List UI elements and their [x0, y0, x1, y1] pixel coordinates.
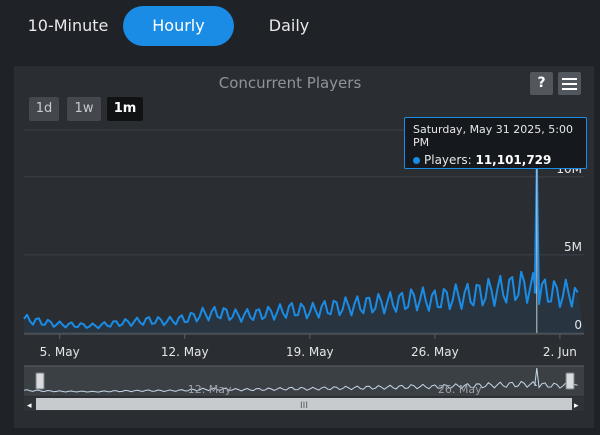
navigator: 12. May 26. May ◂ ▸ III: [23, 365, 584, 411]
tooltip-series-label: Players:: [424, 153, 472, 167]
scroll-right-arrow-icon[interactable]: ▸: [574, 401, 579, 411]
range-button-1w[interactable]: 1w: [67, 97, 101, 121]
chart-title: Concurrent Players: [218, 74, 362, 92]
range-button-1d[interactable]: 1d: [29, 97, 59, 121]
scrollbar-grip-icon: III: [300, 401, 308, 411]
help-button[interactable]: ?: [530, 72, 553, 95]
series-line-players: [23, 158, 579, 330]
tooltip-date: Saturday, May 31 2025, 5:00 PM: [413, 123, 573, 149]
gridlines: [24, 129, 584, 339]
series-marker-icon: [413, 157, 420, 164]
hamburger-menu-icon[interactable]: [558, 72, 581, 95]
tab-hourly[interactable]: Hourly: [123, 6, 234, 46]
scrollbar-thumb[interactable]: [36, 398, 572, 410]
x-tick-label: 26. May: [411, 345, 459, 359]
tab-10-minute[interactable]: 10-Minute: [27, 16, 109, 35]
tooltip-value: 11,101,729: [475, 153, 552, 167]
navigator-left-handle[interactable]: [35, 372, 45, 390]
x-tick-label: 2. Jun: [543, 345, 577, 359]
navigator-label: 12. May: [188, 383, 232, 396]
y-tick-label: 5M: [564, 240, 582, 254]
plot-area: [23, 150, 584, 333]
x-tick-label: 12. May: [161, 345, 209, 359]
navigator-label: 26. May: [438, 383, 482, 396]
interval-tabs: 10-Minute Hourly Daily: [0, 0, 600, 54]
navigator-series-line: [23, 367, 578, 393]
x-tick-label: 19. May: [286, 345, 334, 359]
tab-daily[interactable]: Daily: [268, 16, 310, 35]
navigator-right-handle[interactable]: [565, 372, 575, 390]
y-tick-label: 0: [574, 318, 582, 332]
tooltip: Saturday, May 31 2025, 5:00 PM Players: …: [404, 117, 587, 169]
range-button-1m[interactable]: 1m: [107, 97, 143, 121]
tooltip-row: Players: 11,101,729: [413, 153, 578, 167]
scroll-left-arrow-icon[interactable]: ◂: [27, 401, 32, 411]
x-tick-label: 5. May: [40, 345, 80, 359]
